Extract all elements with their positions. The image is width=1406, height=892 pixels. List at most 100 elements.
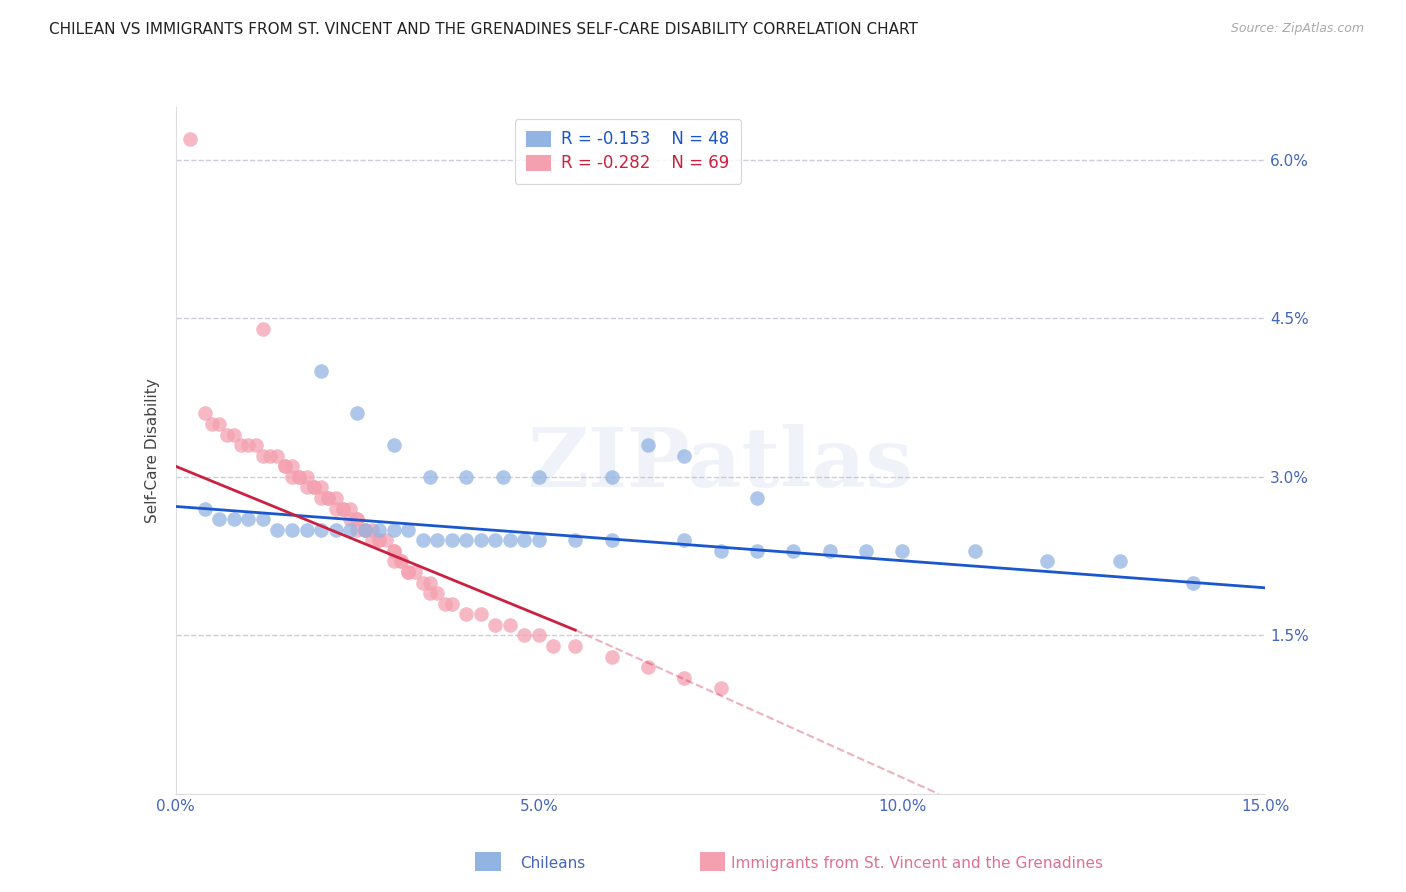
Point [252, 322, 274, 336]
Point [222, 512, 245, 526]
Point [745, 491, 768, 505]
Point [600, 470, 623, 484]
Point [309, 364, 332, 378]
Point [194, 407, 217, 421]
Point [440, 597, 463, 611]
Point [375, 533, 398, 548]
Point [396, 565, 419, 579]
Point [419, 575, 441, 590]
Point [346, 523, 368, 537]
Point [368, 523, 391, 537]
Point [302, 480, 325, 494]
Point [440, 533, 463, 548]
Point [673, 449, 696, 463]
Point [382, 523, 405, 537]
Point [368, 533, 391, 548]
Point [382, 554, 405, 568]
Point [527, 628, 550, 642]
Point [339, 523, 361, 537]
Point [194, 501, 217, 516]
Point [389, 554, 412, 568]
Point [564, 639, 586, 653]
Point [238, 438, 260, 452]
Text: Chileans: Chileans [520, 856, 585, 871]
Point [208, 417, 231, 431]
Point [543, 639, 565, 653]
Point [891, 544, 914, 558]
Text: CHILEAN VS IMMIGRANTS FROM ST. VINCENT AND THE GRENADINES SELF-CARE DISABILITY C: CHILEAN VS IMMIGRANTS FROM ST. VINCENT A… [49, 22, 918, 37]
Point [295, 470, 318, 484]
Point [332, 501, 354, 516]
Point [382, 544, 405, 558]
Point [382, 544, 405, 558]
Point [412, 575, 434, 590]
Point [499, 533, 522, 548]
Point [288, 470, 311, 484]
Point [637, 660, 659, 674]
Point [325, 491, 347, 505]
Point [259, 449, 281, 463]
Point [274, 459, 297, 474]
Text: ZIPatlas: ZIPatlas [527, 425, 914, 504]
Point [231, 438, 253, 452]
Point [346, 407, 368, 421]
Point [426, 586, 449, 600]
Point [325, 501, 347, 516]
Point [513, 533, 536, 548]
Point [527, 533, 550, 548]
Point [456, 607, 478, 622]
Point [281, 470, 304, 484]
Legend: R = -0.153    N = 48, R = -0.282    N = 69: R = -0.153 N = 48, R = -0.282 N = 69 [515, 119, 741, 184]
Point [346, 512, 368, 526]
Point [215, 427, 238, 442]
Point [470, 607, 492, 622]
Point [782, 544, 804, 558]
Point [382, 438, 405, 452]
Point [637, 438, 659, 452]
Point [245, 438, 267, 452]
Point [309, 480, 332, 494]
Point [252, 512, 274, 526]
Point [1036, 554, 1059, 568]
Point [238, 512, 260, 526]
Point [302, 480, 325, 494]
Point [963, 544, 986, 558]
Point [527, 470, 550, 484]
Point [288, 470, 311, 484]
Point [600, 649, 623, 664]
Point [389, 554, 412, 568]
Point [1181, 575, 1204, 590]
Point [396, 565, 419, 579]
Point [318, 491, 340, 505]
Point [426, 533, 449, 548]
Point [412, 533, 434, 548]
Point [295, 480, 318, 494]
Point [281, 459, 304, 474]
Point [710, 544, 733, 558]
Point [855, 544, 877, 558]
Point [405, 565, 427, 579]
Point [818, 544, 841, 558]
Point [353, 523, 375, 537]
Point [419, 470, 441, 484]
Point [252, 449, 274, 463]
Point [419, 586, 441, 600]
Point [499, 617, 522, 632]
Point [353, 523, 375, 537]
Point [673, 533, 696, 548]
Point [353, 523, 375, 537]
Point [208, 512, 231, 526]
Point [309, 491, 332, 505]
Point [266, 523, 288, 537]
Point [396, 523, 419, 537]
Point [309, 523, 332, 537]
Point [673, 671, 696, 685]
Y-axis label: Self-Care Disability: Self-Care Disability [145, 378, 160, 523]
Point [179, 132, 201, 146]
Point [513, 628, 536, 642]
Point [222, 427, 245, 442]
Point [339, 512, 361, 526]
Point [456, 470, 478, 484]
Point [710, 681, 733, 696]
Point [318, 491, 340, 505]
